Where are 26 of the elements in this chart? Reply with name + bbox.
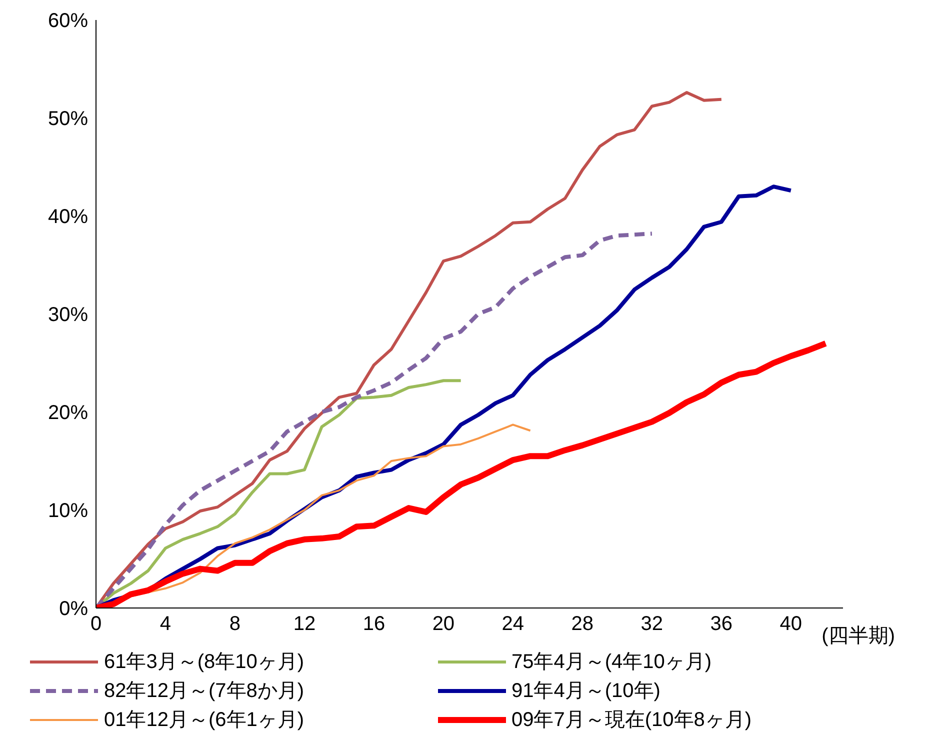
x-tick-label: 20 xyxy=(432,613,455,636)
y-tick-label: 40% xyxy=(48,206,88,228)
y-tick-label: 60% xyxy=(48,10,88,32)
y-tick-label: 20% xyxy=(48,402,88,424)
x-tick-label: 12 xyxy=(293,613,316,636)
x-tick-label: 8 xyxy=(229,613,241,636)
y-tick-label: 50% xyxy=(48,108,88,130)
y-tick-label: 30% xyxy=(48,304,88,326)
x-tick-label: 36 xyxy=(710,613,733,636)
legend-label: 91年4月～(10年) xyxy=(512,679,660,704)
line-series xyxy=(96,232,654,608)
x-tick-label: 32 xyxy=(640,613,664,636)
legend-label: 75年4月～(4年10ヶ月) xyxy=(512,650,712,675)
x-tick-label: 28 xyxy=(571,613,594,636)
legend-label: 01年12月～(6年1ヶ月) xyxy=(104,708,304,733)
x-tick-label: 0 xyxy=(90,613,102,636)
x-tick-label: 24 xyxy=(502,613,524,636)
y-tick-label: 10% xyxy=(48,500,88,522)
y-tick-label: 0% xyxy=(59,598,88,620)
x-tick-label: 16 xyxy=(362,613,386,636)
legend-label: 09年7月～現在(10年8ヶ月) xyxy=(512,708,752,733)
x-axis-title: (四半期) xyxy=(822,625,895,647)
legend-label: 61年3月～(8年10ヶ月) xyxy=(104,650,304,675)
legend-label: 82年12月～(7年8か月) xyxy=(104,679,304,704)
x-tick-label: 40 xyxy=(780,613,802,636)
x-tick-label: 4 xyxy=(160,613,172,636)
